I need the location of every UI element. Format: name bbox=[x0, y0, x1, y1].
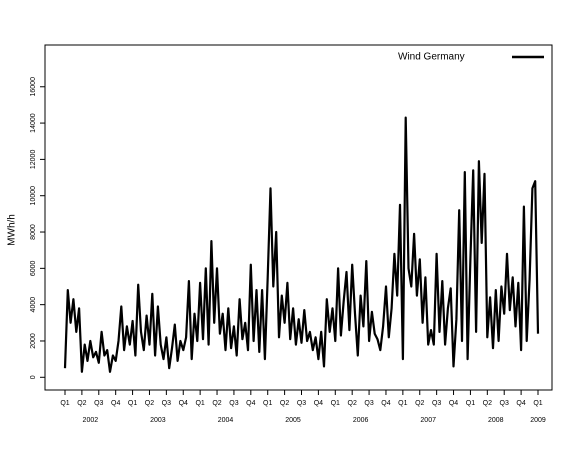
data-line bbox=[63, 116, 540, 373]
y-tick-label: 10000 bbox=[30, 186, 37, 206]
x-tick-label: Q4 bbox=[179, 400, 188, 407]
y-tick-label: 8000 bbox=[30, 224, 37, 240]
x-tick-label: Q3 bbox=[229, 400, 238, 407]
y-tick-label: 0 bbox=[30, 375, 37, 379]
x-tick-label: Q3 bbox=[364, 400, 373, 407]
x-tick-label: Q3 bbox=[500, 400, 509, 407]
x-tick-label: Q4 bbox=[314, 400, 323, 407]
year-label: 2002 bbox=[83, 417, 99, 424]
x-tick-label: Q3 bbox=[162, 400, 171, 407]
y-axis-label: MWh/h bbox=[7, 214, 18, 246]
y-tick-label: 6000 bbox=[30, 260, 37, 276]
x-tick-label: Q1 bbox=[195, 400, 204, 407]
year-label: 2003 bbox=[150, 417, 166, 424]
x-tick-label: Q2 bbox=[145, 400, 154, 407]
x-tick-label: Q2 bbox=[280, 400, 289, 407]
year-label: 2008 bbox=[488, 417, 504, 424]
x-tick-label: Q2 bbox=[212, 400, 221, 407]
x-tick-label: Q4 bbox=[111, 400, 120, 407]
x-tick-label: Q1 bbox=[398, 400, 407, 407]
y-tick-label: 14000 bbox=[30, 113, 37, 133]
x-tick-label: Q1 bbox=[263, 400, 272, 407]
x-tick-label: Q2 bbox=[415, 400, 424, 407]
x-tick-label: Q4 bbox=[516, 400, 525, 407]
x-tick-label: Q3 bbox=[94, 400, 103, 407]
x-tick-label: Q4 bbox=[449, 400, 458, 407]
y-tick-label: 2000 bbox=[30, 333, 37, 349]
legend-label: Wind Germany bbox=[398, 52, 465, 63]
x-tick-label: Q1 bbox=[533, 400, 542, 407]
x-tick-label: Q3 bbox=[432, 400, 441, 407]
x-tick-label: Q4 bbox=[246, 400, 255, 407]
year-label: 2007 bbox=[420, 417, 436, 424]
y-tick-label: 16000 bbox=[30, 77, 37, 97]
x-tick-label: Q3 bbox=[297, 400, 306, 407]
x-tick-label: Q1 bbox=[128, 400, 137, 407]
y-tick-label: 4000 bbox=[30, 297, 37, 313]
y-tick-label: 12000 bbox=[30, 150, 37, 170]
x-tick-label: Q2 bbox=[483, 400, 492, 407]
x-tick-label: Q1 bbox=[60, 400, 69, 407]
x-tick-label: Q2 bbox=[348, 400, 357, 407]
x-tick-label: Q1 bbox=[466, 400, 475, 407]
plot-frame bbox=[44, 44, 553, 391]
x-tick-label: Q2 bbox=[77, 400, 86, 407]
year-label: 2005 bbox=[285, 417, 301, 424]
year-label: 2009 bbox=[530, 417, 546, 424]
year-label: 2004 bbox=[218, 417, 234, 424]
x-tick-label: Q4 bbox=[381, 400, 390, 407]
year-label: 2006 bbox=[353, 417, 369, 424]
x-tick-label: Q1 bbox=[331, 400, 340, 407]
